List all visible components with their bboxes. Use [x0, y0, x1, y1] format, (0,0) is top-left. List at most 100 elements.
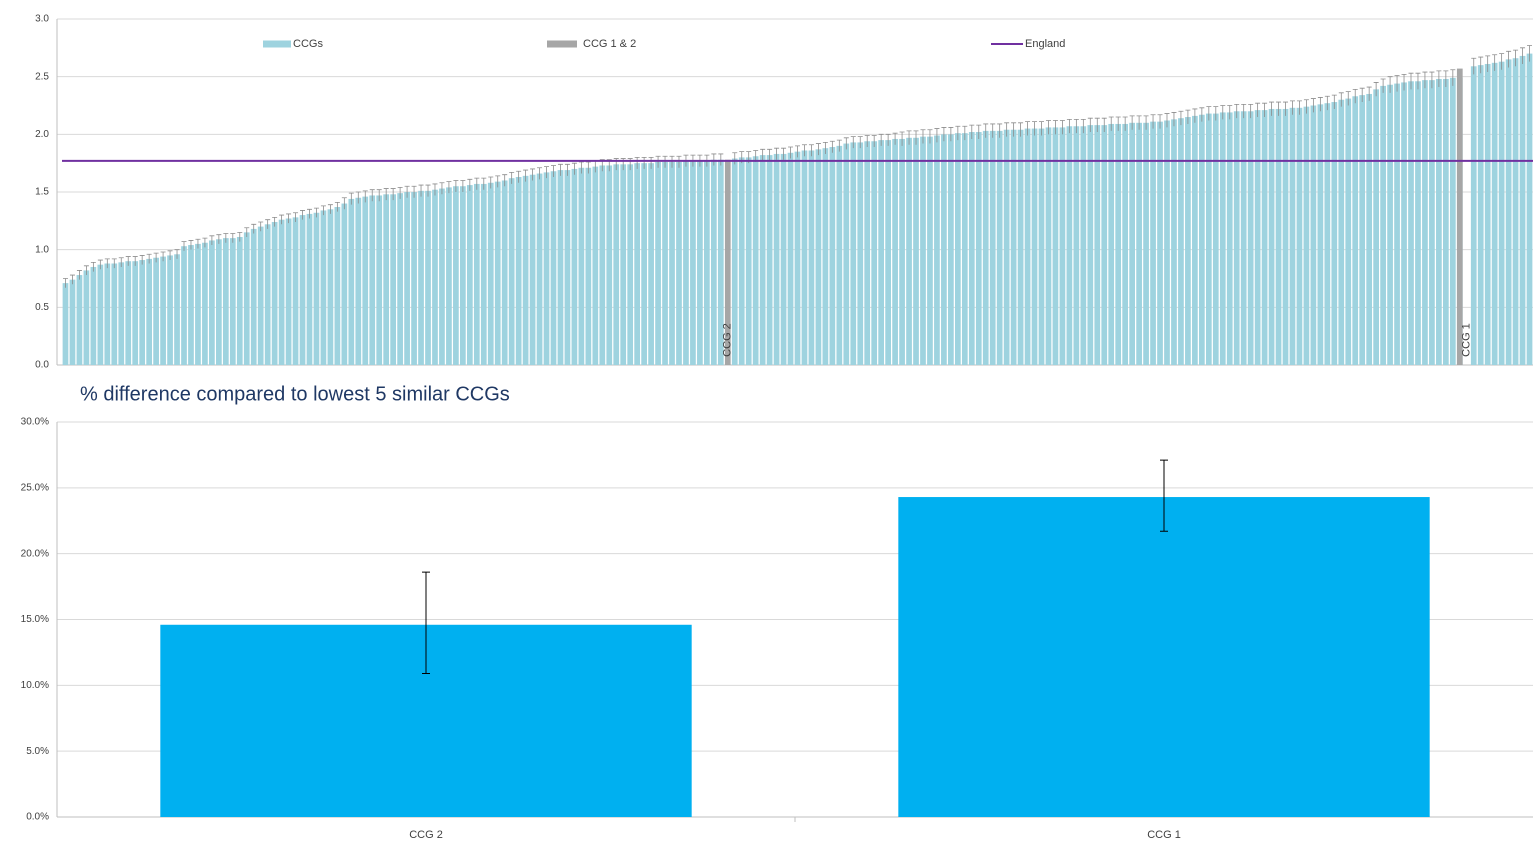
bar — [181, 246, 187, 365]
bar — [160, 256, 166, 365]
bar — [1380, 85, 1386, 365]
bar — [90, 266, 97, 365]
error-bar — [1443, 70, 1449, 88]
error-bar — [934, 128, 940, 143]
bar — [1331, 102, 1338, 365]
error-bar — [1380, 78, 1386, 93]
bar — [843, 143, 850, 365]
bar — [1338, 99, 1345, 365]
error-bar — [286, 213, 292, 224]
bar — [1498, 61, 1505, 365]
error-bar — [279, 214, 285, 225]
error-bar — [1408, 72, 1414, 90]
bar — [1017, 129, 1024, 365]
bar — [885, 140, 891, 365]
error-bar — [1366, 86, 1372, 101]
error-bar — [1415, 72, 1421, 90]
x-tick-label: CCG 1 — [1147, 829, 1181, 841]
bar — [676, 162, 682, 365]
error-bar — [230, 233, 236, 243]
error-bar — [1018, 122, 1024, 137]
bar — [857, 142, 864, 365]
error-bar — [139, 255, 145, 265]
bar — [153, 257, 159, 365]
error-bar — [1025, 121, 1031, 136]
error-bar — [878, 133, 884, 146]
bar — [710, 159, 717, 365]
error-bar — [557, 163, 563, 176]
bar — [1171, 119, 1177, 365]
error-bar — [815, 143, 821, 156]
legend-swatch — [263, 40, 291, 48]
error-bar — [404, 185, 410, 198]
error-bar — [1478, 56, 1484, 74]
bar — [1303, 106, 1310, 366]
bar — [1470, 66, 1477, 365]
bar — [460, 186, 466, 365]
bar — [1345, 98, 1352, 365]
bar — [229, 238, 236, 365]
bar — [690, 160, 696, 365]
error-bar — [1283, 101, 1289, 116]
error-bar — [320, 205, 326, 216]
error-bar — [1108, 116, 1114, 131]
error-bar — [474, 177, 480, 190]
error-bar — [836, 139, 842, 152]
error-bar — [634, 157, 640, 169]
bar — [139, 260, 146, 365]
error-bar — [1185, 109, 1191, 124]
error-bar — [760, 148, 766, 161]
bar — [1157, 121, 1163, 365]
bar — [1150, 121, 1156, 365]
error-bar — [1115, 116, 1121, 131]
error-bar — [864, 135, 870, 148]
error-bar — [1178, 110, 1184, 126]
bar — [397, 193, 403, 365]
bar — [1115, 123, 1122, 365]
error-bar — [1101, 117, 1107, 133]
bar — [620, 164, 627, 365]
bar — [146, 258, 153, 365]
error-bar — [1248, 103, 1254, 119]
error-bar — [1150, 114, 1156, 129]
bar — [1415, 81, 1421, 365]
bar — [1422, 80, 1428, 366]
error-bar — [132, 256, 138, 266]
error-bar — [857, 136, 863, 149]
error-bar — [829, 140, 835, 153]
error-bar — [1303, 99, 1309, 114]
error-bar — [885, 133, 891, 146]
error-bar — [111, 258, 117, 269]
error-bar — [1087, 117, 1093, 133]
bar — [83, 270, 90, 365]
error-bar — [669, 155, 675, 168]
bar — [1164, 120, 1170, 365]
bar — [264, 224, 271, 365]
bar — [348, 198, 355, 365]
error-bar — [585, 161, 591, 174]
bar — [439, 188, 445, 365]
bar — [250, 228, 257, 365]
bar — [773, 153, 780, 365]
bar — [1219, 112, 1226, 365]
y-tick-label: 2.0 — [35, 129, 49, 140]
bar — [1261, 110, 1268, 365]
error-bar — [502, 174, 508, 187]
error-bar — [258, 221, 264, 232]
error-bar — [223, 233, 229, 243]
error-bar — [808, 144, 814, 157]
error-bar — [425, 184, 431, 197]
bar — [878, 140, 885, 365]
bar — [1505, 59, 1512, 365]
error-bar — [411, 185, 417, 198]
bar — [864, 141, 871, 365]
bar — [941, 134, 947, 365]
error-bar — [1506, 50, 1512, 68]
bar — [655, 162, 661, 365]
error-bar — [293, 212, 299, 222]
error-bar — [516, 170, 522, 183]
bar — [899, 138, 905, 365]
error-bar — [195, 238, 201, 249]
error-bar — [300, 210, 306, 220]
error-bar — [1345, 91, 1351, 106]
